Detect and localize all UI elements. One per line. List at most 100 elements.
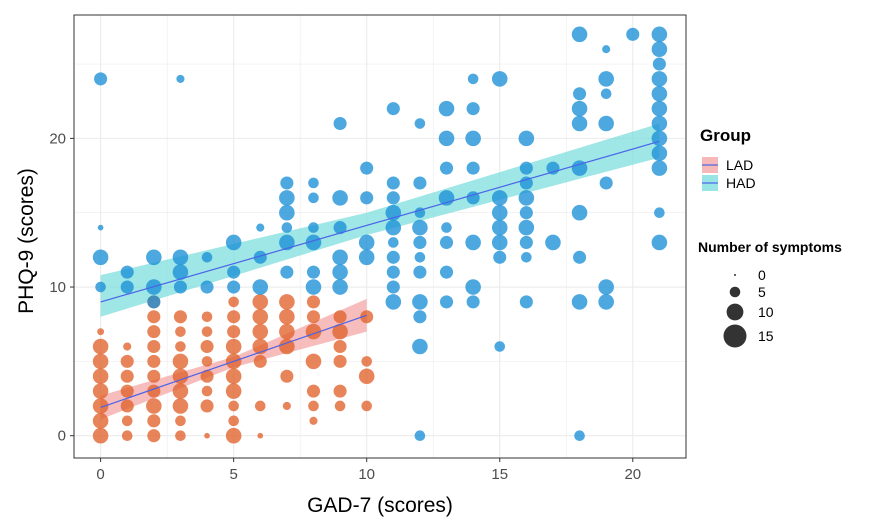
data-point-lad bbox=[306, 295, 321, 309]
legend-size-title: Number of symptoms bbox=[698, 239, 842, 255]
data-point-lad bbox=[252, 308, 269, 325]
data-point-had bbox=[386, 250, 400, 264]
x-axis-ticks: 0 5 10 15 20 bbox=[96, 458, 641, 483]
data-point-had bbox=[571, 100, 588, 117]
data-point-had bbox=[200, 280, 214, 294]
data-point-lad bbox=[147, 339, 161, 354]
data-point-had bbox=[465, 130, 481, 147]
y-tick-label: 20 bbox=[49, 130, 66, 147]
data-point-lad bbox=[257, 432, 264, 439]
data-point-lad bbox=[146, 398, 162, 414]
data-point-had bbox=[519, 295, 533, 309]
data-point-had bbox=[651, 130, 668, 147]
data-point-lad bbox=[92, 338, 109, 355]
data-point-had bbox=[120, 280, 134, 294]
data-point-lad bbox=[254, 400, 266, 412]
data-point-had bbox=[386, 176, 400, 190]
data-point-had bbox=[571, 26, 588, 43]
legend-label-lad: LAD bbox=[726, 157, 753, 173]
y-tick-label: 0 bbox=[58, 428, 66, 445]
data-point-had bbox=[386, 265, 400, 279]
data-point-lad bbox=[121, 415, 133, 427]
data-point-had bbox=[386, 280, 400, 294]
data-point-lad bbox=[175, 341, 186, 352]
data-point-lad bbox=[200, 339, 214, 354]
data-point-had bbox=[602, 45, 611, 54]
data-point-lad bbox=[201, 356, 213, 367]
data-points bbox=[92, 26, 668, 444]
data-point-lad bbox=[173, 310, 187, 324]
data-point-had bbox=[173, 280, 187, 294]
data-point-lad bbox=[361, 400, 372, 412]
data-point-had bbox=[466, 161, 480, 175]
data-point-lad bbox=[120, 384, 134, 398]
data-point-had bbox=[573, 250, 587, 264]
data-point-had bbox=[413, 235, 427, 249]
data-point-lad bbox=[147, 325, 161, 339]
data-point-had bbox=[651, 41, 668, 57]
data-point-lad bbox=[200, 399, 214, 413]
x-tick-label: 15 bbox=[491, 466, 508, 483]
x-tick-label: 10 bbox=[358, 466, 375, 483]
data-point-had bbox=[412, 338, 428, 355]
data-point-had bbox=[438, 190, 455, 206]
data-point-had bbox=[414, 430, 426, 442]
data-point-had bbox=[332, 249, 348, 266]
data-point-had bbox=[574, 430, 585, 442]
data-point-had bbox=[413, 176, 427, 190]
y-axis-title: PHQ-9 (scores) bbox=[15, 168, 38, 314]
data-point-had bbox=[256, 223, 265, 232]
data-point-lad bbox=[175, 326, 186, 337]
data-point-had bbox=[652, 57, 666, 71]
data-point-had bbox=[521, 252, 532, 263]
data-point-lad bbox=[92, 398, 109, 414]
data-point-had bbox=[651, 145, 668, 162]
data-point-had bbox=[651, 115, 668, 132]
data-point-lad bbox=[358, 368, 375, 385]
data-point-lad bbox=[120, 369, 134, 383]
data-point-had bbox=[146, 249, 162, 266]
data-point-lad bbox=[225, 368, 242, 385]
data-point-had bbox=[360, 161, 374, 175]
fit-lines bbox=[100, 140, 660, 409]
legend-size-marker bbox=[734, 274, 736, 276]
data-point-lad bbox=[175, 415, 186, 427]
data-point-had bbox=[598, 279, 614, 295]
data-point-lad bbox=[225, 383, 242, 399]
data-point-lad bbox=[92, 368, 109, 385]
data-point-had bbox=[308, 192, 319, 204]
data-point-had bbox=[438, 130, 455, 147]
data-point-lad bbox=[204, 432, 210, 439]
data-point-had bbox=[279, 190, 295, 206]
data-point-had bbox=[518, 219, 535, 236]
data-point-had bbox=[201, 252, 213, 263]
data-point-had bbox=[388, 237, 399, 248]
legend-size-marker bbox=[729, 286, 741, 298]
data-point-had bbox=[600, 88, 612, 100]
data-point-had bbox=[598, 71, 614, 87]
data-point-lad bbox=[172, 383, 189, 399]
data-point-had bbox=[280, 265, 294, 279]
data-point-had bbox=[306, 265, 321, 279]
data-point-lad bbox=[333, 384, 347, 398]
data-point-had bbox=[386, 191, 400, 205]
plot-panel-border bbox=[73, 14, 687, 459]
x-tick-label: 0 bbox=[96, 466, 104, 483]
data-point-had bbox=[227, 265, 241, 279]
data-point-lad bbox=[120, 354, 134, 368]
data-point-had bbox=[176, 74, 185, 83]
data-point-had bbox=[308, 222, 319, 233]
data-point-had bbox=[438, 100, 455, 117]
data-point-had bbox=[654, 207, 665, 219]
data-point-lad bbox=[147, 354, 161, 368]
data-point-lad bbox=[201, 385, 213, 397]
data-point-had bbox=[253, 250, 267, 264]
data-point-had bbox=[385, 219, 402, 236]
data-point-had bbox=[305, 234, 322, 251]
data-point-lad bbox=[123, 342, 132, 351]
data-point-had bbox=[333, 116, 347, 131]
data-point-lad bbox=[253, 354, 267, 368]
data-point-lad bbox=[172, 368, 189, 385]
data-point-lad bbox=[333, 310, 347, 324]
